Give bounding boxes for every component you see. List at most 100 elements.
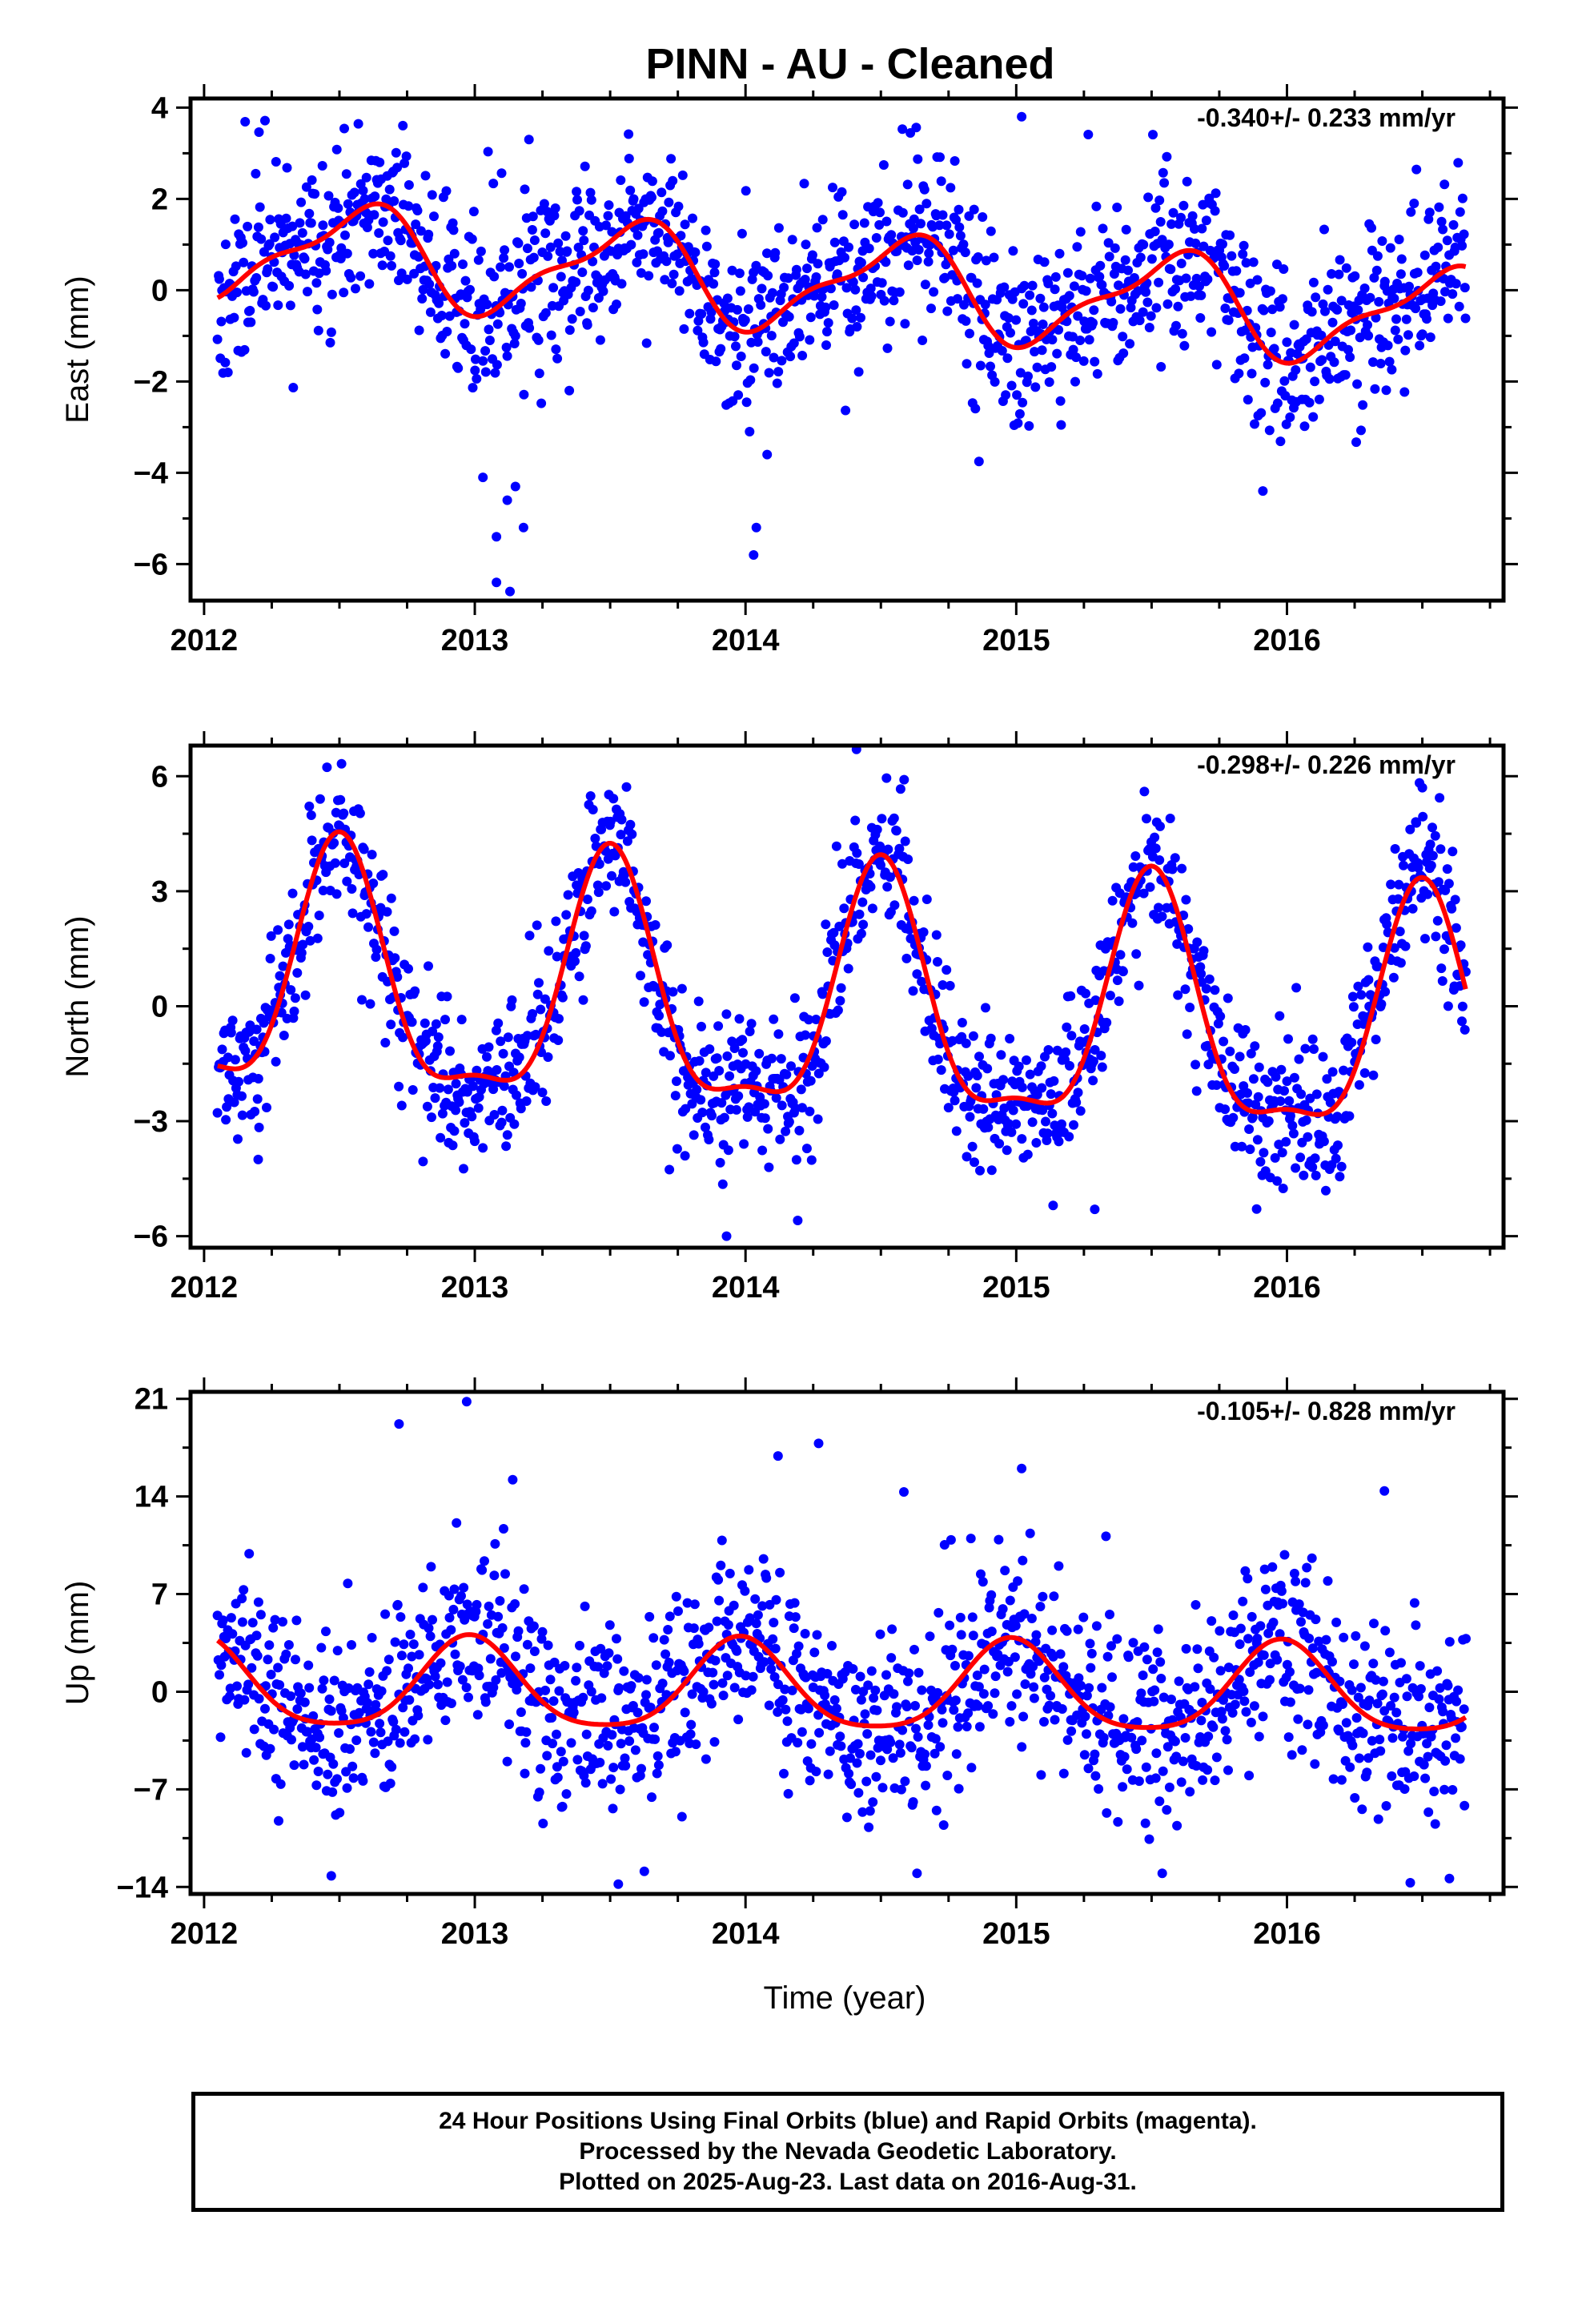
- data-point: [984, 1602, 994, 1613]
- data-point: [512, 1685, 522, 1695]
- data-point: [797, 351, 808, 360]
- data-point: [522, 1031, 532, 1041]
- data-point: [863, 1680, 873, 1691]
- data-point: [800, 1030, 810, 1040]
- data-point: [712, 1616, 722, 1626]
- data-point: [1355, 332, 1365, 343]
- data-point: [1183, 924, 1194, 934]
- data-point: [1143, 192, 1154, 203]
- data-point: [1394, 235, 1404, 244]
- data-point: [548, 1739, 557, 1749]
- data-point: [1411, 304, 1421, 314]
- data-point: [540, 228, 551, 239]
- data-point: [1036, 1770, 1046, 1780]
- data-point: [978, 1689, 989, 1699]
- data-point: [694, 1055, 705, 1066]
- data-point: [278, 961, 288, 971]
- data-point: [1142, 1655, 1152, 1665]
- data-point: [846, 1779, 857, 1789]
- data-point: [794, 332, 805, 342]
- data-point: [279, 1031, 289, 1040]
- data-point: [647, 176, 657, 187]
- data-point: [660, 275, 670, 285]
- data-point: [529, 1647, 540, 1656]
- data-point: [757, 1145, 768, 1156]
- data-point: [734, 1014, 745, 1024]
- data-point: [835, 1731, 845, 1742]
- data-point: [483, 1618, 493, 1629]
- data-point: [1072, 1710, 1082, 1720]
- data-point: [521, 1096, 532, 1106]
- data-point: [1385, 243, 1395, 253]
- data-point: [777, 1695, 788, 1705]
- data-point: [1006, 328, 1015, 338]
- data-point: [457, 1675, 468, 1685]
- data-point: [282, 163, 292, 173]
- data-point: [680, 1707, 690, 1718]
- data-point: [899, 1487, 909, 1497]
- data-point: [237, 1617, 247, 1627]
- data-point: [245, 305, 255, 316]
- data-point: [1356, 425, 1366, 436]
- data-point: [671, 1591, 681, 1602]
- data-point: [821, 340, 831, 350]
- data-point: [1102, 1017, 1112, 1027]
- data-point: [1144, 1834, 1154, 1844]
- data-point: [441, 186, 452, 196]
- data-point: [1303, 1132, 1313, 1142]
- data-point: [489, 1110, 500, 1120]
- data-point: [316, 1642, 327, 1653]
- data-point: [440, 1015, 450, 1025]
- data-point: [496, 1117, 507, 1128]
- data-point: [1181, 895, 1191, 905]
- data-point: [764, 1162, 774, 1172]
- data-point: [273, 300, 283, 311]
- data-point: [1228, 1610, 1239, 1620]
- data-point: [509, 1119, 520, 1129]
- data-point: [312, 933, 323, 943]
- data-point: [1162, 1742, 1173, 1752]
- data-point: [968, 1630, 978, 1641]
- data-point: [756, 300, 766, 310]
- data-point: [1219, 261, 1230, 271]
- data-point: [263, 1655, 273, 1665]
- data-point: [897, 124, 908, 135]
- y-axis-title: East (mm): [60, 275, 95, 423]
- data-point: [264, 239, 275, 249]
- data-point: [744, 1565, 754, 1575]
- data-point: [1123, 265, 1133, 275]
- data-point: [716, 344, 726, 354]
- scatter-points: [212, 111, 1471, 597]
- data-point: [1028, 1662, 1038, 1671]
- data-point: [717, 1179, 728, 1189]
- data-point: [355, 271, 366, 281]
- data-point: [404, 963, 413, 974]
- data-point: [537, 1088, 548, 1098]
- data-point: [324, 1694, 335, 1704]
- data-point: [909, 1644, 919, 1655]
- data-point: [382, 907, 392, 917]
- data-point: [1144, 323, 1154, 332]
- data-point: [424, 961, 433, 971]
- data-point: [1363, 1753, 1374, 1763]
- data-point: [1150, 203, 1161, 213]
- data-point: [1038, 320, 1048, 329]
- data-point: [1438, 224, 1448, 235]
- data-point: [805, 335, 815, 345]
- data-point: [685, 1729, 696, 1739]
- data-point: [1297, 1745, 1307, 1755]
- data-point: [274, 1815, 283, 1826]
- data-point: [1318, 1720, 1328, 1731]
- data-point: [682, 1598, 693, 1608]
- data-point: [291, 1615, 302, 1626]
- data-point: [484, 1042, 494, 1052]
- data-point: [817, 215, 828, 225]
- data-point: [843, 963, 853, 974]
- data-point: [231, 261, 241, 271]
- data-point: [1039, 257, 1050, 267]
- data-point: [1094, 271, 1105, 282]
- data-point: [454, 1097, 464, 1108]
- data-point: [897, 207, 908, 218]
- data-point: [652, 246, 662, 256]
- data-point: [1083, 130, 1094, 139]
